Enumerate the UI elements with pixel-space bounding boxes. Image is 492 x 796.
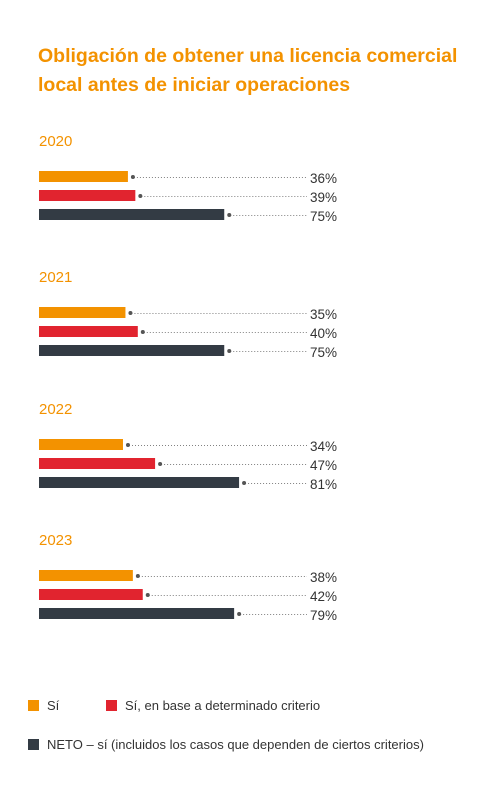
bar-2021-criterio [39,326,138,337]
bar-2022-neto [39,477,240,488]
bar-2023-neto [39,608,235,619]
value-label-2021-neto: 75% [310,345,337,360]
leader-dot-2020-si [130,175,135,179]
leader-dot-2022-si [125,443,130,447]
bar-2021-si [39,307,126,318]
value-label-2020-criterio: 39% [310,190,337,205]
year-label-2023: 2023 [39,532,72,549]
leader-dot-2022-criterio [158,462,163,466]
legend-label-si: Sí [47,698,60,713]
value-label-2023-criterio: 42% [310,589,337,604]
value-label-2022-neto: 81% [310,477,337,492]
legend-label-neto: NETO – sí (incluidos los casos que depen… [47,737,424,752]
year-label-2021: 2021 [39,269,72,286]
leader-dot-2021-criterio [140,330,145,334]
value-label-2020-si: 36% [310,171,337,186]
bar-2020-neto [39,209,225,220]
leader-dot-2023-criterio [145,593,150,597]
value-label-2020-neto: 75% [310,209,337,224]
legend-swatch-si [28,700,39,711]
leader-dot-2020-neto [227,213,232,217]
chart-title: Obligación de obtener una licencia comer… [38,45,458,96]
leader-dot-2022-neto [242,481,247,485]
legend-swatch-criterio [106,700,117,711]
legend-swatch-neto [28,739,39,750]
legend-item-neto: NETO – sí (incluidos los casos que depen… [28,737,424,752]
bar-2022-criterio [39,458,156,469]
bar-chart: 2020 36% 39% 75% 2021 35% 40% 75% 2022 34% 47% 81% 2… [39,133,337,623]
value-label-2021-criterio: 40% [310,326,337,341]
bar-2023-si [39,570,133,581]
bar-2022-si [39,439,123,450]
leader-dot-2021-si [128,311,133,315]
year-label-2020: 2020 [39,133,72,150]
bar-2023-criterio [39,589,143,600]
leader-dot-2020-criterio [138,194,143,198]
value-label-2022-criterio: 47% [310,458,337,473]
leader-dot-2023-si [135,574,140,578]
legend-item-si: Sí [28,698,59,713]
bar-2021-neto [39,345,225,356]
bar-2020-si [39,171,128,182]
bar-2020-criterio [39,190,136,201]
value-label-2023-neto: 79% [310,608,337,623]
value-label-2023-si: 38% [310,570,337,585]
value-label-2022-si: 34% [310,439,337,454]
leader-dot-2023-neto [237,612,242,616]
legend-item-criterio: Sí, en base a determinado criterio [106,698,320,713]
leader-dot-2021-neto [227,349,232,353]
year-label-2022: 2022 [39,401,72,418]
value-label-2021-si: 35% [310,307,337,322]
legend-label-criterio: Sí, en base a determinado criterio [125,698,321,713]
